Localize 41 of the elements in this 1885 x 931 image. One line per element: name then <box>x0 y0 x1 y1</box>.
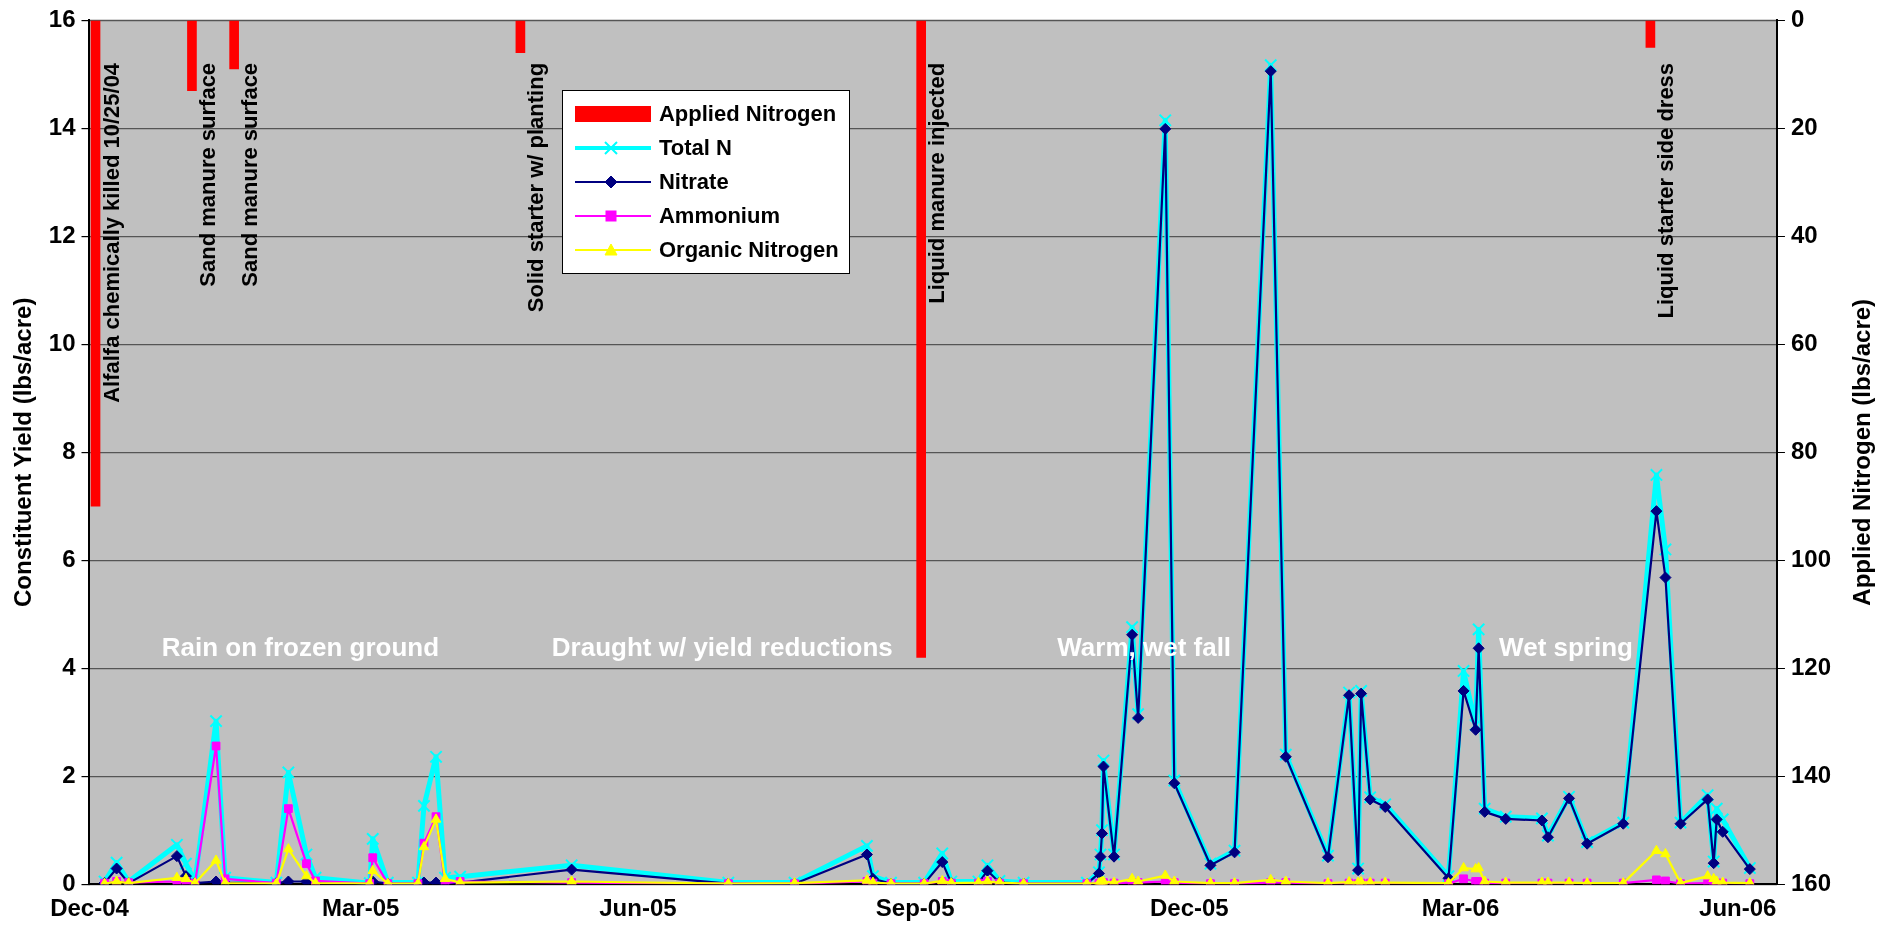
y2-tick-label: 20 <box>1790 113 1818 140</box>
legend-label: Ammonium <box>658 203 780 230</box>
y-tick-label: 2 <box>62 760 76 788</box>
legend-label: Total N <box>658 135 732 162</box>
data-label: Sand manure surface <box>195 62 221 287</box>
data-label: Liquid manure injected <box>924 62 950 304</box>
data-label: Sand manure surface <box>237 62 263 287</box>
x-tick-label: Jun-06 <box>1699 894 1777 922</box>
annotation: Draught w/ yield reductions <box>551 632 893 663</box>
y-tick-label: 10 <box>48 328 76 356</box>
x-tick-label: Mar-06 <box>1421 894 1500 922</box>
legend-label: Organic Nitrogen <box>658 237 839 264</box>
annotation: Wet spring <box>1499 632 1633 663</box>
y-tick-label: 4 <box>62 652 77 680</box>
x-tick-label: Mar-05 <box>322 894 400 922</box>
y-tick-label: 14 <box>48 113 77 140</box>
y2-tick-label: 0 <box>1790 5 1805 33</box>
data-label: Liquid starter side dress <box>1653 62 1679 319</box>
annotation: Rain on frozen ground <box>161 632 440 663</box>
y2-tick-label: 100 <box>1790 544 1831 572</box>
y-tick-label: 8 <box>62 436 76 464</box>
y2-tick-label: 140 <box>1790 760 1831 788</box>
y-tick-label: 12 <box>48 220 76 248</box>
legend-label: Nitrate <box>658 169 729 196</box>
y-tick-label: 6 <box>62 544 76 572</box>
x-tick-label: Sep-05 <box>875 894 955 922</box>
y2-tick-label: 120 <box>1790 652 1831 680</box>
data-label: Alfalfa chemically killed 10/25/04 <box>98 62 124 403</box>
y-tick-label: 16 <box>48 5 76 33</box>
x-tick-label: Dec-05 <box>1150 894 1229 922</box>
x-tick-label: Jun-05 <box>599 894 677 922</box>
y2-tick-label: 160 <box>1790 868 1831 896</box>
y2-axis-title: Applied Nitrogen (lbs/acre) <box>1847 298 1875 606</box>
y-axis-title: Constituent Yield (lbs/acre) <box>9 297 37 607</box>
y-tick-label: 0 <box>62 868 76 896</box>
y2-tick-label: 80 <box>1790 436 1818 464</box>
y2-tick-label: 60 <box>1790 328 1818 356</box>
data-label: Solid starter w/ planting <box>523 62 549 313</box>
legend-label: Applied Nitrogen <box>658 101 837 128</box>
x-tick-label: Dec-04 <box>50 894 130 922</box>
y2-tick-label: 40 <box>1790 220 1818 248</box>
